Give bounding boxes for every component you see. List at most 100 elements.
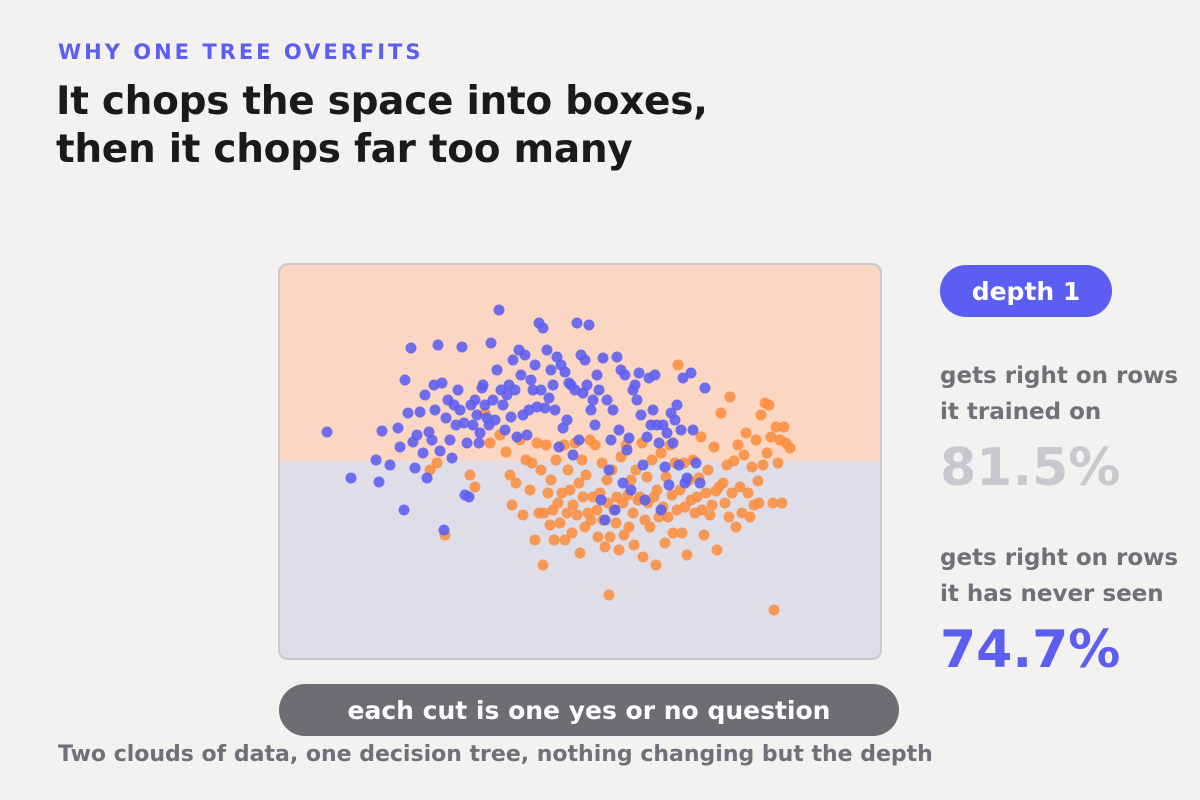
data-point-class-a xyxy=(599,514,611,526)
footer-caption: Two clouds of data, one decision tree, n… xyxy=(58,742,933,767)
data-point-class-a xyxy=(639,494,651,506)
data-point-class-b xyxy=(676,527,688,539)
data-point-class-b xyxy=(728,455,740,467)
data-point-class-b xyxy=(566,527,578,539)
data-point-class-a xyxy=(591,369,603,381)
data-point-class-a xyxy=(473,437,485,449)
caption-pill: each cut is one yes or no question xyxy=(279,684,899,736)
data-point-class-b xyxy=(746,461,758,473)
data-point-class-b xyxy=(696,504,708,516)
region-class-b xyxy=(280,265,880,461)
data-point-class-a xyxy=(633,367,645,379)
data-point-class-b xyxy=(545,474,557,486)
data-point-class-a xyxy=(429,404,441,416)
data-point-class-a xyxy=(491,364,503,376)
data-point-class-b xyxy=(666,489,678,501)
data-point-class-a xyxy=(667,437,679,449)
data-point-class-b xyxy=(542,487,554,499)
data-point-class-b xyxy=(732,439,744,451)
data-point-class-a xyxy=(507,354,519,366)
data-point-class-b xyxy=(628,539,640,551)
data-point-class-a xyxy=(603,464,615,476)
data-point-class-b xyxy=(580,469,592,481)
data-point-class-a xyxy=(487,394,499,406)
data-point-class-b xyxy=(704,509,716,521)
data-point-class-b xyxy=(431,457,443,469)
data-point-class-b xyxy=(738,449,750,461)
data-point-class-b xyxy=(641,471,653,483)
eyebrow-label: WHY ONE TREE OVERFITS xyxy=(58,40,424,64)
data-point-class-b xyxy=(526,457,538,469)
data-point-class-b xyxy=(644,521,656,533)
data-point-class-a xyxy=(525,374,537,386)
data-point-class-a xyxy=(421,472,433,484)
data-point-class-a xyxy=(529,359,541,371)
data-point-class-b xyxy=(681,549,693,561)
data-point-class-b xyxy=(724,391,736,403)
data-point-class-a xyxy=(373,476,385,488)
data-point-class-a xyxy=(414,406,426,418)
data-point-class-a xyxy=(477,379,489,391)
data-point-class-b xyxy=(538,507,550,519)
data-point-class-a xyxy=(471,409,483,421)
data-point-class-a xyxy=(579,354,591,366)
data-point-class-a xyxy=(587,394,599,406)
data-point-class-a xyxy=(384,459,396,471)
data-point-class-a xyxy=(545,364,557,376)
data-point-class-a xyxy=(539,402,551,414)
data-point-class-a xyxy=(402,407,414,419)
train-label-line-2: it trained on xyxy=(940,399,1102,425)
data-point-class-b xyxy=(577,491,589,503)
data-point-class-a xyxy=(493,304,505,316)
data-point-class-b xyxy=(730,521,742,533)
data-point-class-a xyxy=(621,444,633,456)
data-point-class-b xyxy=(564,484,576,496)
points-class-a xyxy=(321,304,711,536)
data-point-class-a xyxy=(409,462,421,474)
data-point-class-b xyxy=(469,481,481,493)
data-point-class-a xyxy=(613,424,625,436)
data-point-class-b xyxy=(662,511,674,523)
data-point-class-a xyxy=(432,339,444,351)
data-point-class-a xyxy=(581,379,593,391)
data-point-class-a xyxy=(485,337,497,349)
data-point-class-a xyxy=(589,419,601,431)
data-point-class-b xyxy=(646,454,658,466)
data-point-class-b xyxy=(637,551,649,563)
data-point-class-a xyxy=(454,404,466,416)
data-point-class-b xyxy=(504,469,516,481)
data-point-class-b xyxy=(715,407,727,419)
data-point-class-a xyxy=(417,447,429,459)
data-point-class-b xyxy=(484,437,496,449)
data-point-class-b xyxy=(554,517,566,529)
data-point-class-a xyxy=(489,414,501,426)
data-point-class-b xyxy=(651,484,663,496)
data-point-class-b xyxy=(650,559,662,571)
data-point-class-a xyxy=(685,367,697,379)
data-point-class-b xyxy=(524,484,536,496)
data-point-class-a xyxy=(521,429,533,441)
train-accuracy-label: gets right on rows it trained on xyxy=(940,358,1190,430)
data-point-class-a xyxy=(661,427,673,439)
data-point-class-a xyxy=(677,372,689,384)
data-point-class-b xyxy=(755,409,767,421)
data-point-class-b xyxy=(700,487,712,499)
data-point-class-b xyxy=(757,459,769,471)
data-point-class-a xyxy=(609,504,621,516)
data-point-class-a xyxy=(535,384,547,396)
data-point-class-b xyxy=(559,534,571,546)
data-point-class-b xyxy=(706,499,718,511)
data-point-class-b xyxy=(784,442,796,454)
depth-badge: depth 1 xyxy=(940,265,1112,317)
data-point-class-b xyxy=(585,514,597,526)
data-point-class-b xyxy=(571,509,583,521)
data-point-class-a xyxy=(593,384,605,396)
data-point-class-a xyxy=(601,394,613,406)
data-point-class-a xyxy=(392,422,404,434)
data-point-class-a xyxy=(399,374,411,386)
data-point-class-b xyxy=(717,477,729,489)
data-point-class-a xyxy=(597,352,609,364)
data-point-class-b xyxy=(726,487,738,499)
data-point-class-b xyxy=(550,454,562,466)
data-point-class-b xyxy=(695,431,707,443)
